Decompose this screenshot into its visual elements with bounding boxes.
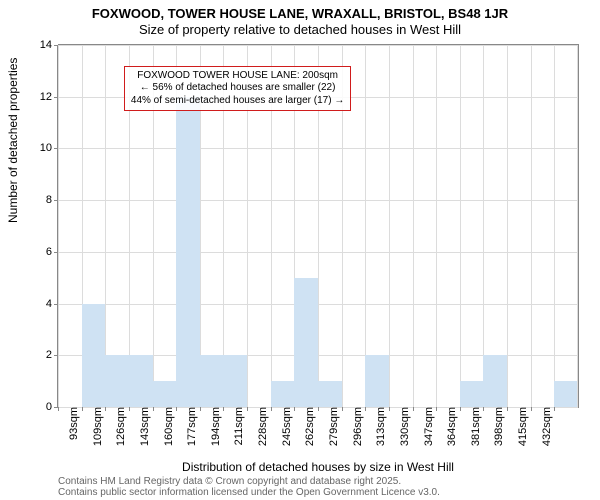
xtick-mark — [342, 407, 343, 411]
gridline-v — [531, 45, 532, 407]
callout-line: FOXWOOD TOWER HOUSE LANE: 200sqm — [131, 70, 344, 83]
xtick-label: 211sqm — [229, 407, 245, 445]
xtick-mark — [129, 407, 130, 411]
xtick-label: 381sqm — [466, 407, 482, 446]
xtick-label: 364sqm — [442, 407, 458, 446]
bar — [460, 381, 484, 407]
ytick-label: 2 — [46, 349, 58, 361]
xtick-mark — [507, 407, 508, 411]
xtick-label: 143sqm — [135, 407, 151, 446]
xtick-label: 245sqm — [277, 407, 293, 446]
chart-title-1: FOXWOOD, TOWER HOUSE LANE, WRAXALL, BRIS… — [0, 0, 600, 21]
gridline-v — [436, 45, 437, 407]
xtick-mark — [176, 407, 177, 411]
gridline-v — [483, 45, 484, 407]
xtick-label: 398sqm — [489, 407, 505, 446]
ytick-label: 0 — [46, 401, 58, 413]
xtick-label: 228sqm — [253, 407, 269, 446]
xtick-label: 347sqm — [419, 407, 435, 446]
gridline-v — [554, 45, 555, 407]
xtick-mark — [531, 407, 532, 411]
callout-line: 44% of semi-detached houses are larger (… — [131, 95, 344, 108]
xtick-mark — [294, 407, 295, 411]
bar — [554, 381, 578, 407]
bar — [176, 97, 200, 407]
xtick-mark — [554, 407, 555, 411]
bar — [294, 278, 318, 407]
xtick-mark — [365, 407, 366, 411]
chart-title-2: Size of property relative to detached ho… — [0, 22, 600, 37]
bar — [82, 304, 106, 407]
xtick-mark — [271, 407, 272, 411]
gridline-v — [413, 45, 414, 407]
xtick-label: 262sqm — [300, 407, 316, 446]
gridline-v — [577, 45, 578, 407]
footer-line-1: Contains HM Land Registry data © Crown c… — [58, 476, 440, 487]
bar — [223, 355, 247, 407]
xtick-mark — [483, 407, 484, 411]
gridline-v — [507, 45, 508, 407]
footer-line-2: Contains public sector information licen… — [58, 487, 440, 498]
ytick-label: 8 — [46, 194, 58, 206]
x-axis-label: Distribution of detached houses by size … — [58, 460, 578, 474]
gridline-v — [58, 45, 59, 407]
ytick-label: 6 — [46, 246, 58, 258]
xtick-label: 93sqm — [64, 407, 80, 440]
xtick-mark — [105, 407, 106, 411]
callout-line: ← 56% of detached houses are smaller (22… — [131, 82, 344, 95]
xtick-mark — [460, 407, 461, 411]
gridline-v — [389, 45, 390, 407]
xtick-mark — [82, 407, 83, 411]
bar — [271, 381, 295, 407]
bar — [483, 355, 507, 407]
xtick-label: 296sqm — [348, 407, 364, 446]
xtick-mark — [153, 407, 154, 411]
gridline-v — [365, 45, 366, 407]
xtick-mark — [436, 407, 437, 411]
xtick-label: 432sqm — [537, 407, 553, 446]
xtick-label: 160sqm — [159, 407, 175, 446]
xtick-label: 109sqm — [88, 407, 104, 446]
xtick-label: 194sqm — [206, 407, 222, 446]
bar — [129, 355, 153, 407]
xtick-mark — [389, 407, 390, 411]
bar — [365, 355, 389, 407]
xtick-mark — [223, 407, 224, 411]
plot-area: 0246810121493sqm109sqm126sqm143sqm160sqm… — [58, 44, 579, 408]
bar — [318, 381, 342, 407]
bar — [200, 355, 224, 407]
xtick-label: 279sqm — [324, 407, 340, 446]
xtick-mark — [413, 407, 414, 411]
gridline-v — [105, 45, 106, 407]
ytick-label: 14 — [40, 39, 58, 51]
chart-footer: Contains HM Land Registry data © Crown c… — [58, 476, 440, 498]
xtick-label: 177sqm — [182, 407, 198, 446]
bar — [153, 381, 177, 407]
ytick-label: 10 — [40, 142, 58, 154]
xtick-label: 415sqm — [513, 407, 529, 446]
xtick-label: 313sqm — [371, 407, 387, 446]
bar — [105, 355, 129, 407]
xtick-mark — [318, 407, 319, 411]
xtick-mark — [200, 407, 201, 411]
gridline-v — [460, 45, 461, 407]
callout-box: FOXWOOD TOWER HOUSE LANE: 200sqm← 56% of… — [124, 66, 351, 112]
xtick-label: 126sqm — [111, 407, 127, 446]
y-axis-label: Number of detached properties — [6, 58, 20, 223]
xtick-mark — [58, 407, 59, 411]
ytick-label: 4 — [46, 298, 58, 310]
xtick-mark — [247, 407, 248, 411]
xtick-label: 330sqm — [395, 407, 411, 446]
ytick-label: 12 — [40, 91, 58, 103]
